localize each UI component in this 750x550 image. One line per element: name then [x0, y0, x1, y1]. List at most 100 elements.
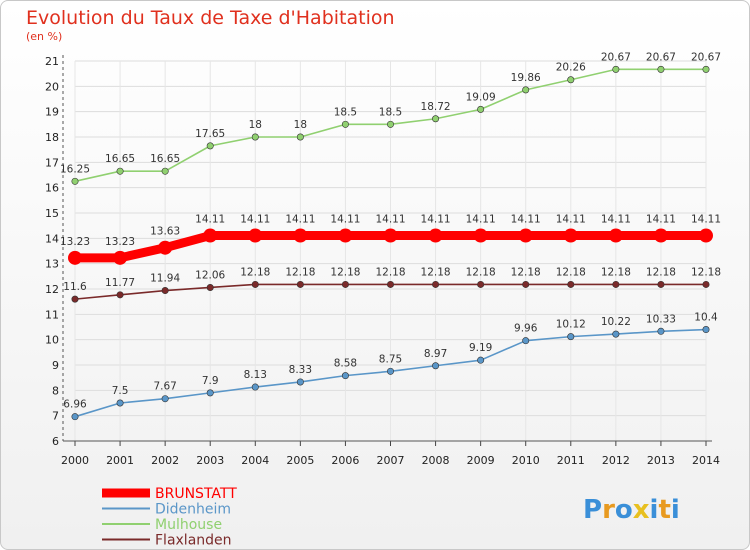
data-label: 16.25 [60, 163, 90, 175]
data-point [161, 395, 169, 403]
data-label: 7.67 [153, 381, 176, 393]
data-label: 18 [249, 119, 262, 131]
data-point [296, 280, 304, 288]
data-point [116, 167, 124, 175]
data-point [206, 283, 214, 291]
y-tick-label: 13 [45, 258, 59, 271]
data-point [567, 333, 575, 341]
data-label: 7.9 [202, 375, 219, 387]
data-label: 12.18 [691, 266, 721, 278]
data-label: 13.23 [105, 236, 135, 248]
data-label: 19.09 [466, 91, 496, 103]
data-label: 14.11 [511, 214, 541, 226]
y-tick-label: 9 [52, 359, 59, 372]
data-label: 14.11 [240, 214, 270, 226]
data-label: 18.5 [334, 106, 357, 118]
y-tick-label: 8 [52, 384, 59, 397]
data-point [612, 65, 620, 73]
data-label: 12.18 [285, 266, 315, 278]
logo-letter: r [602, 495, 615, 525]
x-tick-label: 2005 [286, 454, 314, 467]
data-label: 14.11 [285, 214, 315, 226]
y-tick-label: 10 [45, 334, 59, 347]
data-label: 14.11 [691, 214, 721, 226]
y-tick-label: 7 [52, 410, 59, 423]
data-point [657, 65, 665, 73]
data-point [206, 389, 214, 397]
data-label: 14.11 [556, 214, 586, 226]
data-point [296, 133, 304, 141]
data-point [428, 228, 443, 243]
logo-letter: t [658, 495, 670, 525]
data-label: 12.18 [421, 266, 451, 278]
data-point [383, 228, 398, 243]
y-tick-label: 14 [45, 232, 59, 245]
y-tick-label: 20 [45, 80, 59, 93]
proxiti-logo: Proxiti [583, 495, 680, 525]
x-tick-label: 2011 [557, 454, 585, 467]
x-tick-label: 2000 [61, 454, 89, 467]
data-label: 12.06 [195, 269, 225, 281]
data-point [477, 356, 485, 364]
data-label: 20.67 [646, 51, 676, 63]
data-point [432, 280, 440, 288]
data-point [522, 280, 530, 288]
y-tick-label: 16 [45, 182, 59, 195]
data-label: 14.11 [195, 214, 225, 226]
chart-subtitle: (en %) [26, 30, 62, 43]
data-point [341, 280, 349, 288]
data-point [567, 76, 575, 84]
data-label: 16.65 [150, 153, 180, 165]
y-tick-label: 17 [45, 156, 59, 169]
x-tick-label: 2006 [331, 454, 359, 467]
data-label: 12.18 [240, 266, 270, 278]
data-label: 8.13 [244, 369, 267, 381]
data-point [116, 399, 124, 407]
data-point [71, 413, 79, 421]
data-label: 13.63 [150, 226, 180, 238]
data-label: 7.5 [112, 385, 129, 397]
y-tick-label: 18 [45, 131, 59, 144]
legend-entry-brunstatt: BRUNSTATT [155, 486, 237, 502]
data-point [341, 372, 349, 380]
logo-letter: i [671, 495, 680, 525]
data-point [113, 250, 128, 265]
x-tick-label: 2010 [512, 454, 540, 467]
x-tick-label: 2003 [196, 454, 224, 467]
axes: 6 7 8 9 10 11 12 13 14 15 16 17 18 19 20 21 2000 2001 2002… [45, 55, 720, 467]
data-point [653, 228, 668, 243]
data-label: 14.11 [330, 214, 360, 226]
data-point [161, 287, 169, 295]
data-point [251, 383, 259, 391]
y-tick-label: 11 [45, 308, 59, 321]
data-point [518, 228, 533, 243]
data-point [293, 228, 308, 243]
data-label: 14.11 [421, 214, 451, 226]
legend-entry-didenheim: Didenheim [155, 502, 231, 518]
data-label: 18.72 [421, 101, 451, 113]
data-label: 8.33 [289, 364, 312, 376]
data-label: 8.97 [424, 348, 447, 360]
data-label: 18.5 [379, 106, 402, 118]
chart-title: Evolution du Taux de Taxe d'Habitation [26, 7, 395, 29]
data-point [702, 280, 710, 288]
x-tick-label: 2008 [422, 454, 450, 467]
data-point [702, 65, 710, 73]
data-label: 12.18 [511, 266, 541, 278]
data-point [657, 280, 665, 288]
data-label: 14.11 [601, 214, 631, 226]
data-point [158, 240, 173, 255]
data-label: 20.67 [601, 51, 631, 63]
data-label: 11.77 [105, 277, 135, 289]
data-point [563, 228, 578, 243]
data-point [206, 142, 214, 150]
data-label: 9.96 [514, 323, 538, 335]
data-label: 10.33 [646, 313, 676, 325]
logo-letter: x [633, 495, 650, 525]
data-label: 20.67 [691, 51, 721, 63]
data-point [522, 337, 530, 345]
data-label: 8.75 [379, 353, 402, 365]
data-point [71, 295, 79, 303]
x-tick-label: 2002 [151, 454, 179, 467]
data-point [386, 280, 394, 288]
